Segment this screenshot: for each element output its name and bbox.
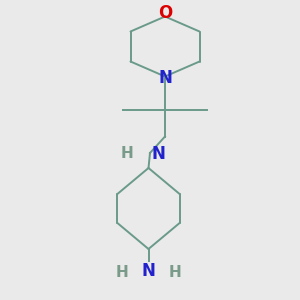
Text: H: H [169, 265, 182, 280]
Text: O: O [158, 4, 172, 22]
Text: H: H [115, 265, 128, 280]
Text: H: H [121, 146, 134, 161]
Text: N: N [152, 145, 165, 163]
Text: N: N [142, 262, 155, 280]
Text: N: N [158, 69, 172, 87]
